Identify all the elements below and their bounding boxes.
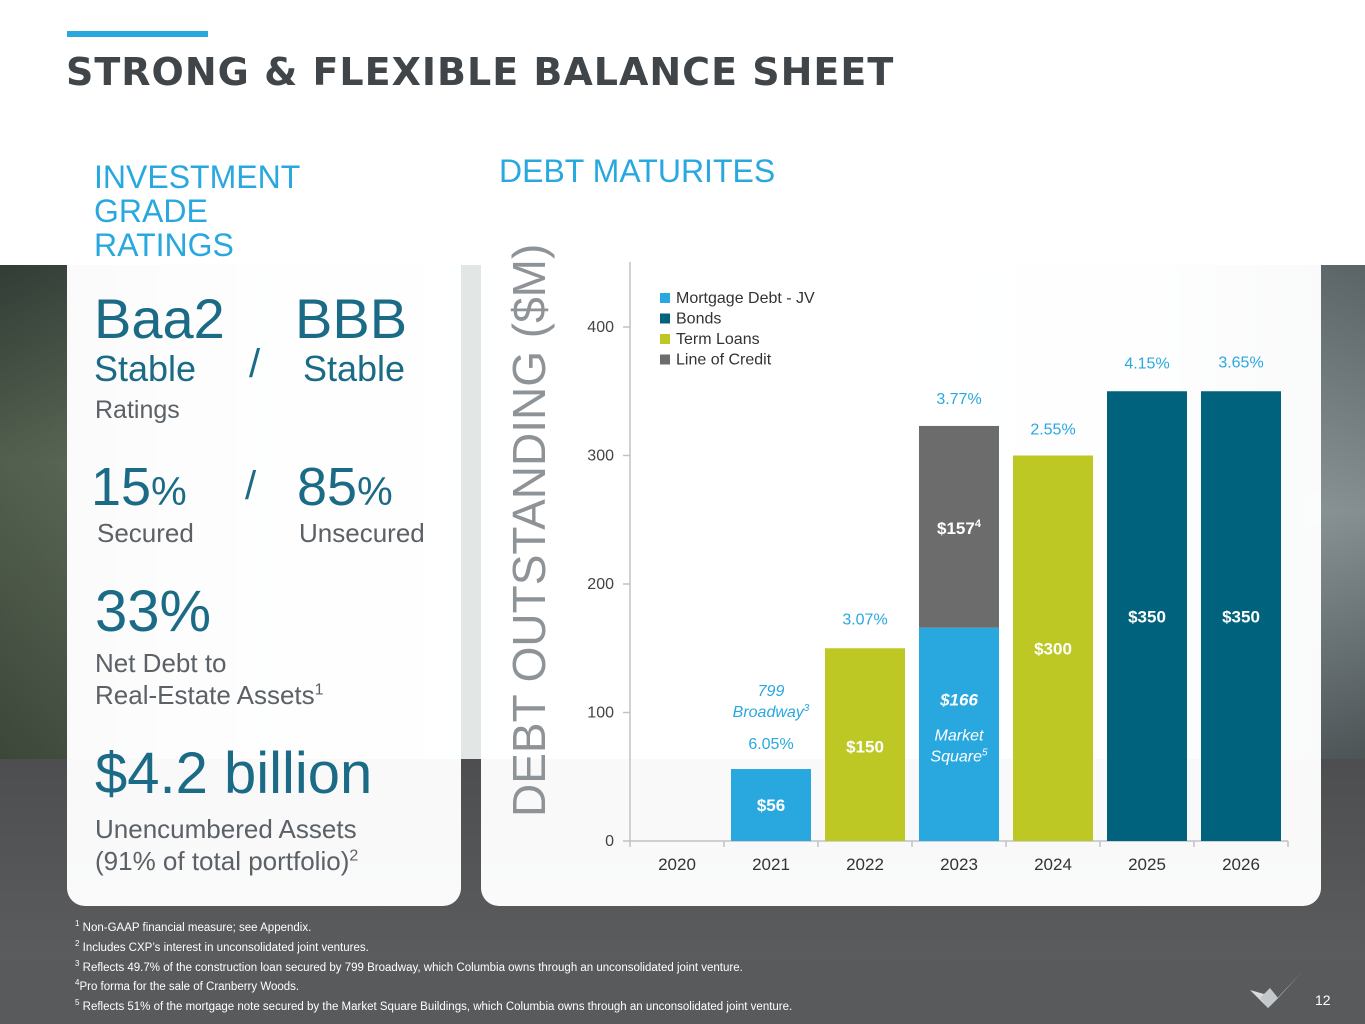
sp-rating: BBB [295,287,408,350]
footnote-4: 4Pro forma for the sale of Cranberry Woo… [75,978,300,994]
unsecured-percent: 85% [297,457,393,517]
annotation-text: Broadway3 [733,703,810,721]
sp-outlook: Stable [303,348,406,389]
x-tick-label: 2024 [1034,855,1072,874]
bar-2024-term-loans [1013,455,1093,841]
rate-label: 3.77% [936,391,981,408]
bar-2025-bonds [1107,391,1187,841]
legend-swatch [660,334,670,344]
bar-2021-mortgage-debt-jv [731,769,811,841]
footnotes: 1 Non-GAAP financial measure; see Append… [75,916,1075,1015]
footnote-2: 2 Includes CXP’s interest in unconsolida… [75,938,369,954]
company-logo-icon [1250,972,1302,1008]
rate-label: 6.05% [748,736,793,753]
legend-swatch [660,313,670,324]
unencumbered-label-2: (91% of total portfolio)2 [95,846,359,876]
legend-entry: Line of Credit [676,352,772,369]
legend-swatch [660,293,670,303]
secured-label: Secured [97,518,194,548]
chart-title: DEBT MATURITES [499,153,776,189]
annotation-text: Square5 [930,748,988,766]
y-axis-label: DEBT OUTSTANDING ($M) [503,244,555,817]
net-debt-label: Net Debt to [95,648,227,678]
y-tick-label: 300 [587,448,614,465]
legend-swatch [660,354,670,365]
rate-label: 3.65% [1218,354,1263,371]
y-tick-label: 100 [587,705,614,722]
x-tick-label: 2025 [1128,855,1166,874]
ratings-heading: INVESTMENT GRADE RATINGS [94,159,301,263]
y-tick-label: 200 [587,576,614,593]
moodys-rating: Baa2 [94,287,225,350]
legend-entry: Term Loans [676,331,760,348]
bar-value-label: $150 [846,737,884,756]
rate-label: 4.15% [1124,355,1169,372]
bar-value-label: $350 [1222,607,1260,626]
unencumbered-value: $4.2 billion [95,741,373,806]
x-tick-label: 2020 [658,855,696,874]
bar-2026-bonds [1201,391,1281,841]
secured-slash: / [245,464,257,508]
rate-label: 2.55% [1030,422,1075,439]
rate-label: 3.07% [842,611,887,628]
page-number: 12 [1315,992,1331,1008]
y-tick-label: 400 [587,319,614,336]
unsecured-label: Unsecured [299,518,425,548]
bar-2022-term-loans [825,648,905,841]
footnote-5: 5 Reflects 51% of the mortgage note secu… [75,998,793,1014]
bar-2023-mortgage-debt-jv [919,627,999,841]
header-accent-rule [67,31,208,37]
secured-percent: 15% [91,457,187,517]
bar-value-label: $350 [1128,607,1166,626]
bar-value-label: $166 [939,691,978,710]
legend-entry: Mortgage Debt - JV [676,290,815,307]
rating-slash: / [249,342,261,386]
footnote-3: 3 Reflects 49.7% of the construction loa… [75,958,743,974]
bar-value-label: $56 [757,796,785,815]
legend-entry: Bonds [676,311,721,328]
x-tick-label: 2022 [846,855,884,874]
moodys-outlook: Stable [94,348,197,389]
page-title: STRONG & FLEXIBLE BALANCE SHEET [66,50,895,94]
net-debt-value: 33% [95,579,212,644]
annotation-text: 799 [758,683,785,700]
bar-value-label: $1574 [937,518,982,538]
net-debt-label-2: Real-Estate Assets1 [95,680,324,710]
investment-grade-panel: INVESTMENT GRADE RATINGS Baa2 BBB Stable… [67,128,461,906]
annotation-text: Market [935,728,984,745]
y-tick-label: 0 [605,833,614,850]
bar-value-label: $300 [1034,640,1072,659]
x-tick-label: 2023 [940,855,978,874]
footnote-1: 1 Non-GAAP financial measure; see Append… [75,919,312,934]
x-tick-label: 2026 [1222,855,1260,874]
unencumbered-label: Unencumbered Assets [95,814,357,844]
ratings-label: Ratings [95,396,180,424]
x-tick-label: 2021 [752,855,790,874]
bar-2023-line-of-credit [919,425,999,628]
